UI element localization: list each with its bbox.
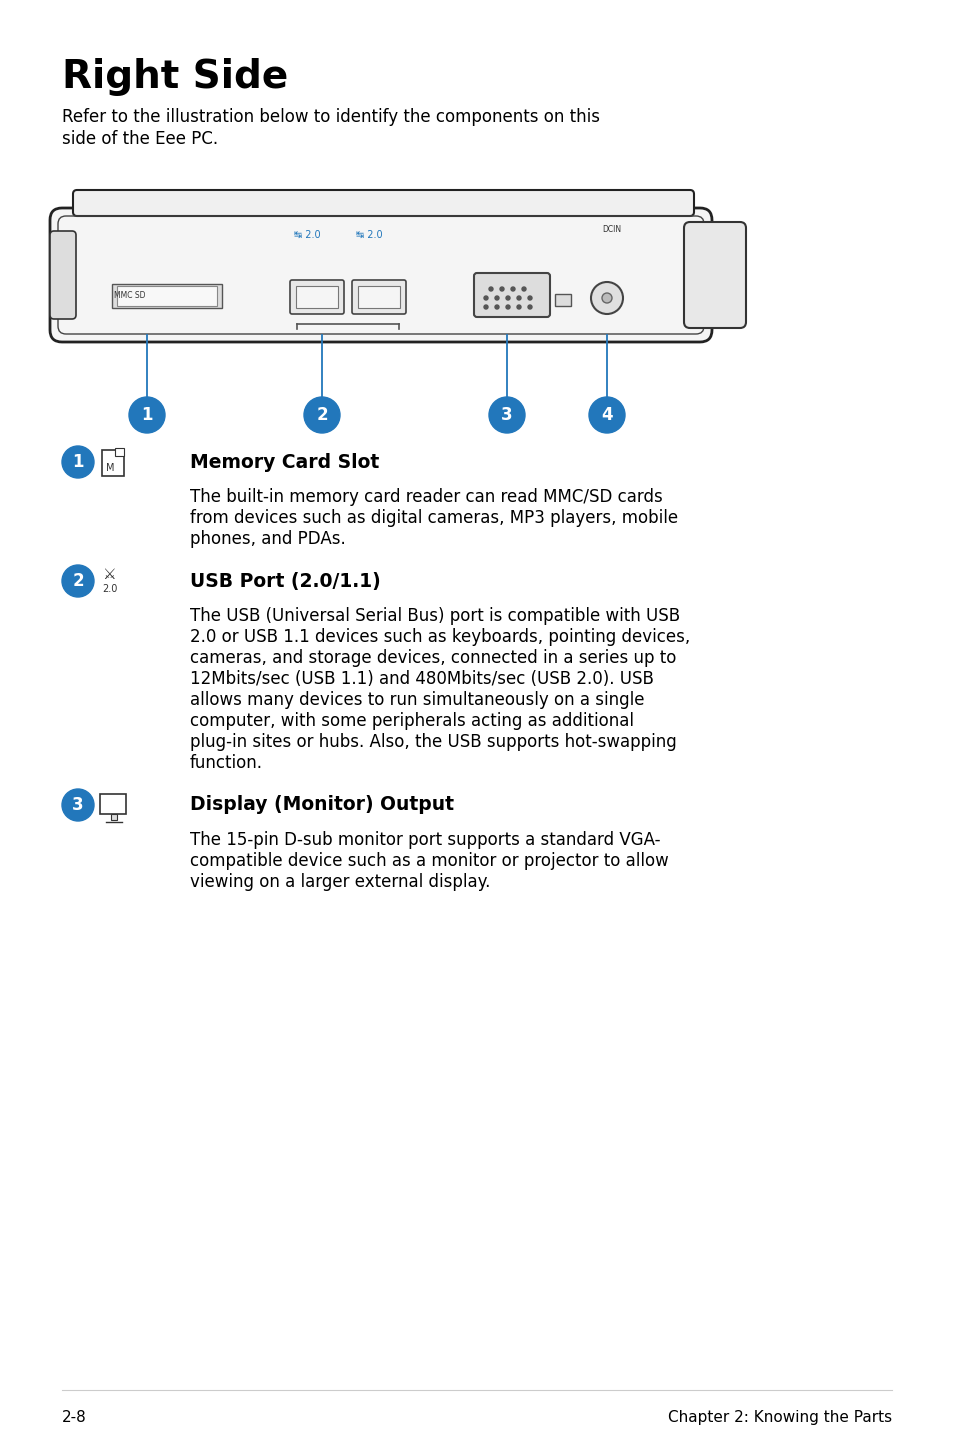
Text: viewing on a larger external display.: viewing on a larger external display. (190, 873, 490, 892)
Circle shape (489, 288, 493, 290)
FancyBboxPatch shape (683, 221, 745, 328)
Circle shape (527, 296, 532, 301)
Circle shape (304, 397, 339, 433)
Text: The built-in memory card reader can read MMC/SD cards: The built-in memory card reader can read… (190, 487, 662, 506)
Circle shape (62, 789, 94, 821)
Text: MMC SD: MMC SD (113, 292, 146, 301)
Text: 1: 1 (141, 406, 152, 424)
Text: from devices such as digital cameras, MP3 players, mobile: from devices such as digital cameras, MP… (190, 509, 678, 526)
Text: The 15-pin D-sub monitor port supports a standard VGA-: The 15-pin D-sub monitor port supports a… (190, 831, 659, 848)
Circle shape (590, 282, 622, 313)
Circle shape (129, 397, 165, 433)
Text: cameras, and storage devices, connected in a series up to: cameras, and storage devices, connected … (190, 649, 676, 667)
Text: 3: 3 (72, 797, 84, 814)
Text: 2.0 or USB 1.1 devices such as keyboards, pointing devices,: 2.0 or USB 1.1 devices such as keyboards… (190, 628, 690, 646)
Text: Display (Monitor) Output: Display (Monitor) Output (190, 795, 454, 814)
Circle shape (62, 446, 94, 477)
Bar (102, 450, 124, 476)
Bar (117, 286, 216, 306)
FancyBboxPatch shape (474, 273, 550, 316)
Bar (100, 794, 126, 814)
Circle shape (601, 293, 612, 303)
Circle shape (527, 305, 532, 309)
Circle shape (489, 397, 524, 433)
Text: plug-in sites or hubs. Also, the USB supports hot-swapping: plug-in sites or hubs. Also, the USB sup… (190, 733, 676, 751)
Bar (357, 286, 399, 308)
Bar (111, 814, 117, 820)
Text: M: M (106, 463, 114, 473)
FancyBboxPatch shape (50, 232, 76, 319)
Bar (112, 283, 222, 308)
Circle shape (521, 288, 525, 290)
Text: 1: 1 (72, 453, 84, 472)
Text: ↹ 2.0: ↹ 2.0 (294, 230, 320, 240)
Text: Right Side: Right Side (62, 58, 288, 96)
Text: 2: 2 (72, 572, 84, 590)
Text: DCIN: DCIN (601, 224, 621, 234)
Text: 3: 3 (500, 406, 513, 424)
Text: 4: 4 (600, 406, 612, 424)
Circle shape (62, 565, 94, 597)
Bar (115, 449, 124, 456)
Circle shape (483, 296, 488, 301)
Circle shape (483, 305, 488, 309)
Circle shape (505, 296, 510, 301)
FancyBboxPatch shape (73, 190, 693, 216)
Text: allows many devices to run simultaneously on a single: allows many devices to run simultaneousl… (190, 692, 644, 709)
Text: ⚔: ⚔ (103, 567, 116, 581)
Text: Refer to the illustration below to identify the components on this: Refer to the illustration below to ident… (62, 108, 599, 127)
Circle shape (505, 305, 510, 309)
Bar (295, 286, 337, 308)
FancyBboxPatch shape (352, 280, 406, 313)
Text: 12Mbits/sec (USB 1.1) and 480Mbits/sec (USB 2.0). USB: 12Mbits/sec (USB 1.1) and 480Mbits/sec (… (190, 670, 653, 687)
Circle shape (517, 305, 520, 309)
Text: 2: 2 (315, 406, 328, 424)
Circle shape (511, 288, 515, 290)
FancyBboxPatch shape (50, 209, 711, 342)
Text: USB Port (2.0/1.1): USB Port (2.0/1.1) (190, 571, 380, 591)
Text: 2-8: 2-8 (62, 1411, 87, 1425)
Text: ↹ 2.0: ↹ 2.0 (355, 230, 382, 240)
Bar (555, 293, 571, 306)
Text: phones, and PDAs.: phones, and PDAs. (190, 531, 345, 548)
Text: function.: function. (190, 754, 263, 772)
Text: The USB (Universal Serial Bus) port is compatible with USB: The USB (Universal Serial Bus) port is c… (190, 607, 679, 626)
Circle shape (517, 296, 520, 301)
FancyBboxPatch shape (290, 280, 344, 313)
Text: Memory Card Slot: Memory Card Slot (190, 453, 379, 472)
Text: compatible device such as a monitor or projector to allow: compatible device such as a monitor or p… (190, 851, 668, 870)
Text: computer, with some peripherals acting as additional: computer, with some peripherals acting a… (190, 712, 634, 731)
Circle shape (495, 296, 498, 301)
Text: 2.0: 2.0 (102, 584, 117, 594)
Text: Chapter 2: Knowing the Parts: Chapter 2: Knowing the Parts (667, 1411, 891, 1425)
Text: side of the Eee PC.: side of the Eee PC. (62, 129, 218, 148)
Circle shape (499, 288, 503, 290)
Circle shape (588, 397, 624, 433)
Circle shape (495, 305, 498, 309)
